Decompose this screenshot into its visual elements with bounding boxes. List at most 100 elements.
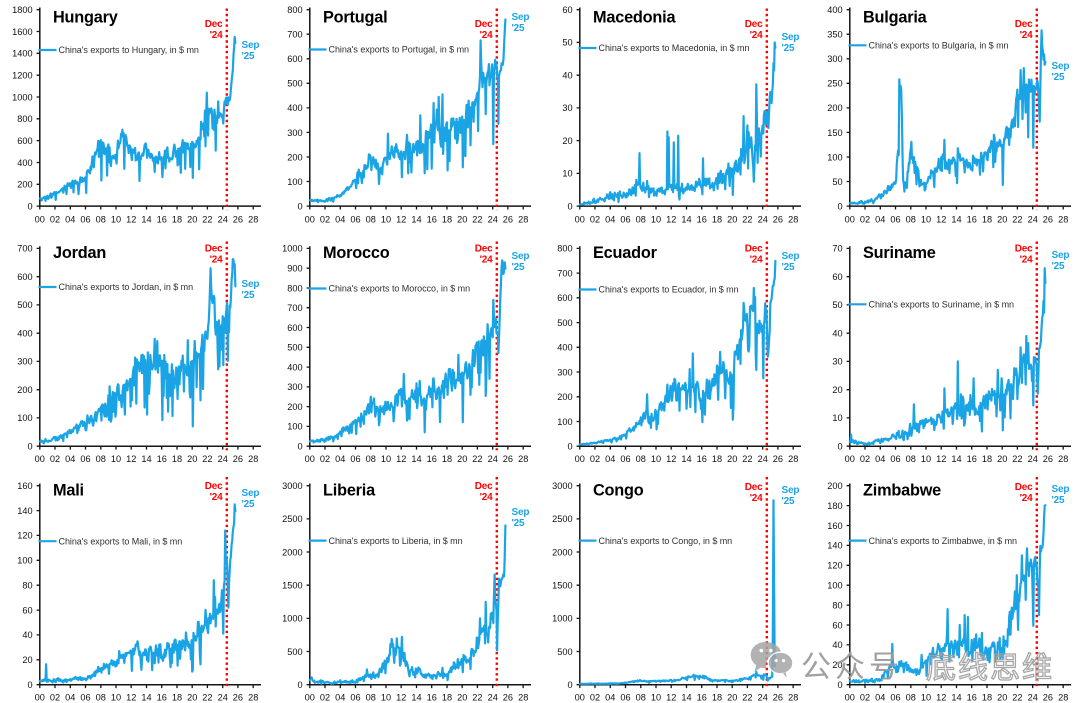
svg-text:28: 28 <box>788 214 798 224</box>
svg-text:500: 500 <box>557 647 572 657</box>
svg-text:22: 22 <box>472 693 482 703</box>
svg-text:26: 26 <box>1043 693 1053 703</box>
svg-text:60: 60 <box>832 620 842 630</box>
svg-text:06: 06 <box>890 693 900 703</box>
svg-text:02: 02 <box>50 454 60 464</box>
svg-text:250: 250 <box>827 79 842 89</box>
svg-text:00: 00 <box>35 454 45 464</box>
svg-text:28: 28 <box>518 214 528 224</box>
svg-text:70: 70 <box>832 244 842 254</box>
svg-text:14: 14 <box>681 214 691 224</box>
svg-text:04: 04 <box>605 693 615 703</box>
svg-text:400: 400 <box>287 362 302 372</box>
svg-text:'24: '24 <box>210 30 224 41</box>
svg-text:800: 800 <box>17 114 32 124</box>
svg-text:800: 800 <box>557 244 572 254</box>
svg-text:Sep: Sep <box>782 251 800 262</box>
svg-text:'24: '24 <box>210 255 224 266</box>
svg-text:20: 20 <box>457 214 467 224</box>
svg-text:200: 200 <box>827 103 842 113</box>
svg-text:24: 24 <box>488 214 498 224</box>
svg-text:24: 24 <box>218 214 228 224</box>
svg-text:10: 10 <box>381 214 391 224</box>
svg-text:28: 28 <box>788 454 798 464</box>
svg-text:0: 0 <box>837 680 842 690</box>
svg-text:40: 40 <box>562 71 572 81</box>
svg-text:200: 200 <box>287 402 302 412</box>
svg-text:'25: '25 <box>782 496 796 507</box>
svg-text:16: 16 <box>697 214 707 224</box>
svg-text:16: 16 <box>427 454 437 464</box>
svg-text:16: 16 <box>157 693 167 703</box>
svg-text:300: 300 <box>287 128 302 138</box>
svg-text:14: 14 <box>141 693 151 703</box>
svg-text:300: 300 <box>827 54 842 64</box>
svg-text:10: 10 <box>651 454 661 464</box>
svg-text:Dec: Dec <box>1015 482 1033 493</box>
svg-text:800: 800 <box>287 283 302 293</box>
svg-text:China's exports to Ecuador, in: China's exports to Ecuador, in $ mn <box>599 285 739 295</box>
svg-text:Sep: Sep <box>242 279 260 290</box>
svg-text:24: 24 <box>758 693 768 703</box>
svg-text:China's exports to Portugal, i: China's exports to Portugal, in $ mn <box>329 45 470 55</box>
svg-text:1000: 1000 <box>282 614 302 624</box>
svg-text:1000: 1000 <box>552 614 572 624</box>
svg-text:04: 04 <box>335 454 345 464</box>
svg-text:Dec: Dec <box>475 19 493 30</box>
svg-text:'25: '25 <box>782 43 796 54</box>
svg-text:10: 10 <box>111 214 121 224</box>
svg-text:'24: '24 <box>750 255 764 266</box>
svg-text:14: 14 <box>411 214 421 224</box>
svg-text:08: 08 <box>366 693 376 703</box>
svg-text:'24: '24 <box>480 30 494 41</box>
svg-text:04: 04 <box>335 214 345 224</box>
svg-text:Sep: Sep <box>1052 250 1070 261</box>
svg-text:14: 14 <box>951 693 961 703</box>
svg-text:08: 08 <box>96 454 106 464</box>
svg-text:0: 0 <box>567 201 572 211</box>
svg-text:'24: '24 <box>750 493 764 504</box>
svg-text:10: 10 <box>111 693 121 703</box>
svg-text:16: 16 <box>967 214 977 224</box>
svg-text:14: 14 <box>681 454 691 464</box>
svg-text:08: 08 <box>906 214 916 224</box>
svg-text:14: 14 <box>411 693 421 703</box>
svg-text:600: 600 <box>287 54 302 64</box>
svg-text:26: 26 <box>1043 214 1053 224</box>
svg-text:Dec: Dec <box>205 19 223 30</box>
svg-text:12: 12 <box>396 214 406 224</box>
svg-text:04: 04 <box>875 454 885 464</box>
svg-text:160: 160 <box>827 521 842 531</box>
svg-text:China's exports to Jordan, in: China's exports to Jordan, in $ mn <box>59 282 194 292</box>
svg-text:30: 30 <box>562 103 572 113</box>
svg-text:0: 0 <box>837 442 842 452</box>
svg-text:08: 08 <box>366 454 376 464</box>
svg-text:02: 02 <box>50 693 60 703</box>
svg-text:1500: 1500 <box>282 581 302 591</box>
svg-text:24: 24 <box>1028 214 1038 224</box>
svg-text:20: 20 <box>832 660 842 670</box>
svg-text:28: 28 <box>788 693 798 703</box>
svg-text:28: 28 <box>248 214 258 224</box>
svg-text:18: 18 <box>442 214 452 224</box>
svg-text:700: 700 <box>17 244 32 254</box>
svg-text:20: 20 <box>727 214 737 224</box>
svg-text:20: 20 <box>997 693 1007 703</box>
svg-text:14: 14 <box>141 454 151 464</box>
svg-text:80: 80 <box>22 581 32 591</box>
svg-text:02: 02 <box>590 214 600 224</box>
svg-text:300: 300 <box>287 382 302 392</box>
svg-text:28: 28 <box>248 693 258 703</box>
svg-text:'24: '24 <box>1020 255 1034 266</box>
svg-text:60: 60 <box>22 605 32 615</box>
svg-text:26: 26 <box>773 214 783 224</box>
svg-text:12: 12 <box>396 454 406 464</box>
svg-text:16: 16 <box>427 214 437 224</box>
svg-text:26: 26 <box>233 693 243 703</box>
svg-text:10: 10 <box>651 214 661 224</box>
svg-text:24: 24 <box>488 693 498 703</box>
svg-text:100: 100 <box>827 152 842 162</box>
svg-text:20: 20 <box>727 454 737 464</box>
svg-text:22: 22 <box>472 214 482 224</box>
svg-text:Sep: Sep <box>512 507 530 518</box>
